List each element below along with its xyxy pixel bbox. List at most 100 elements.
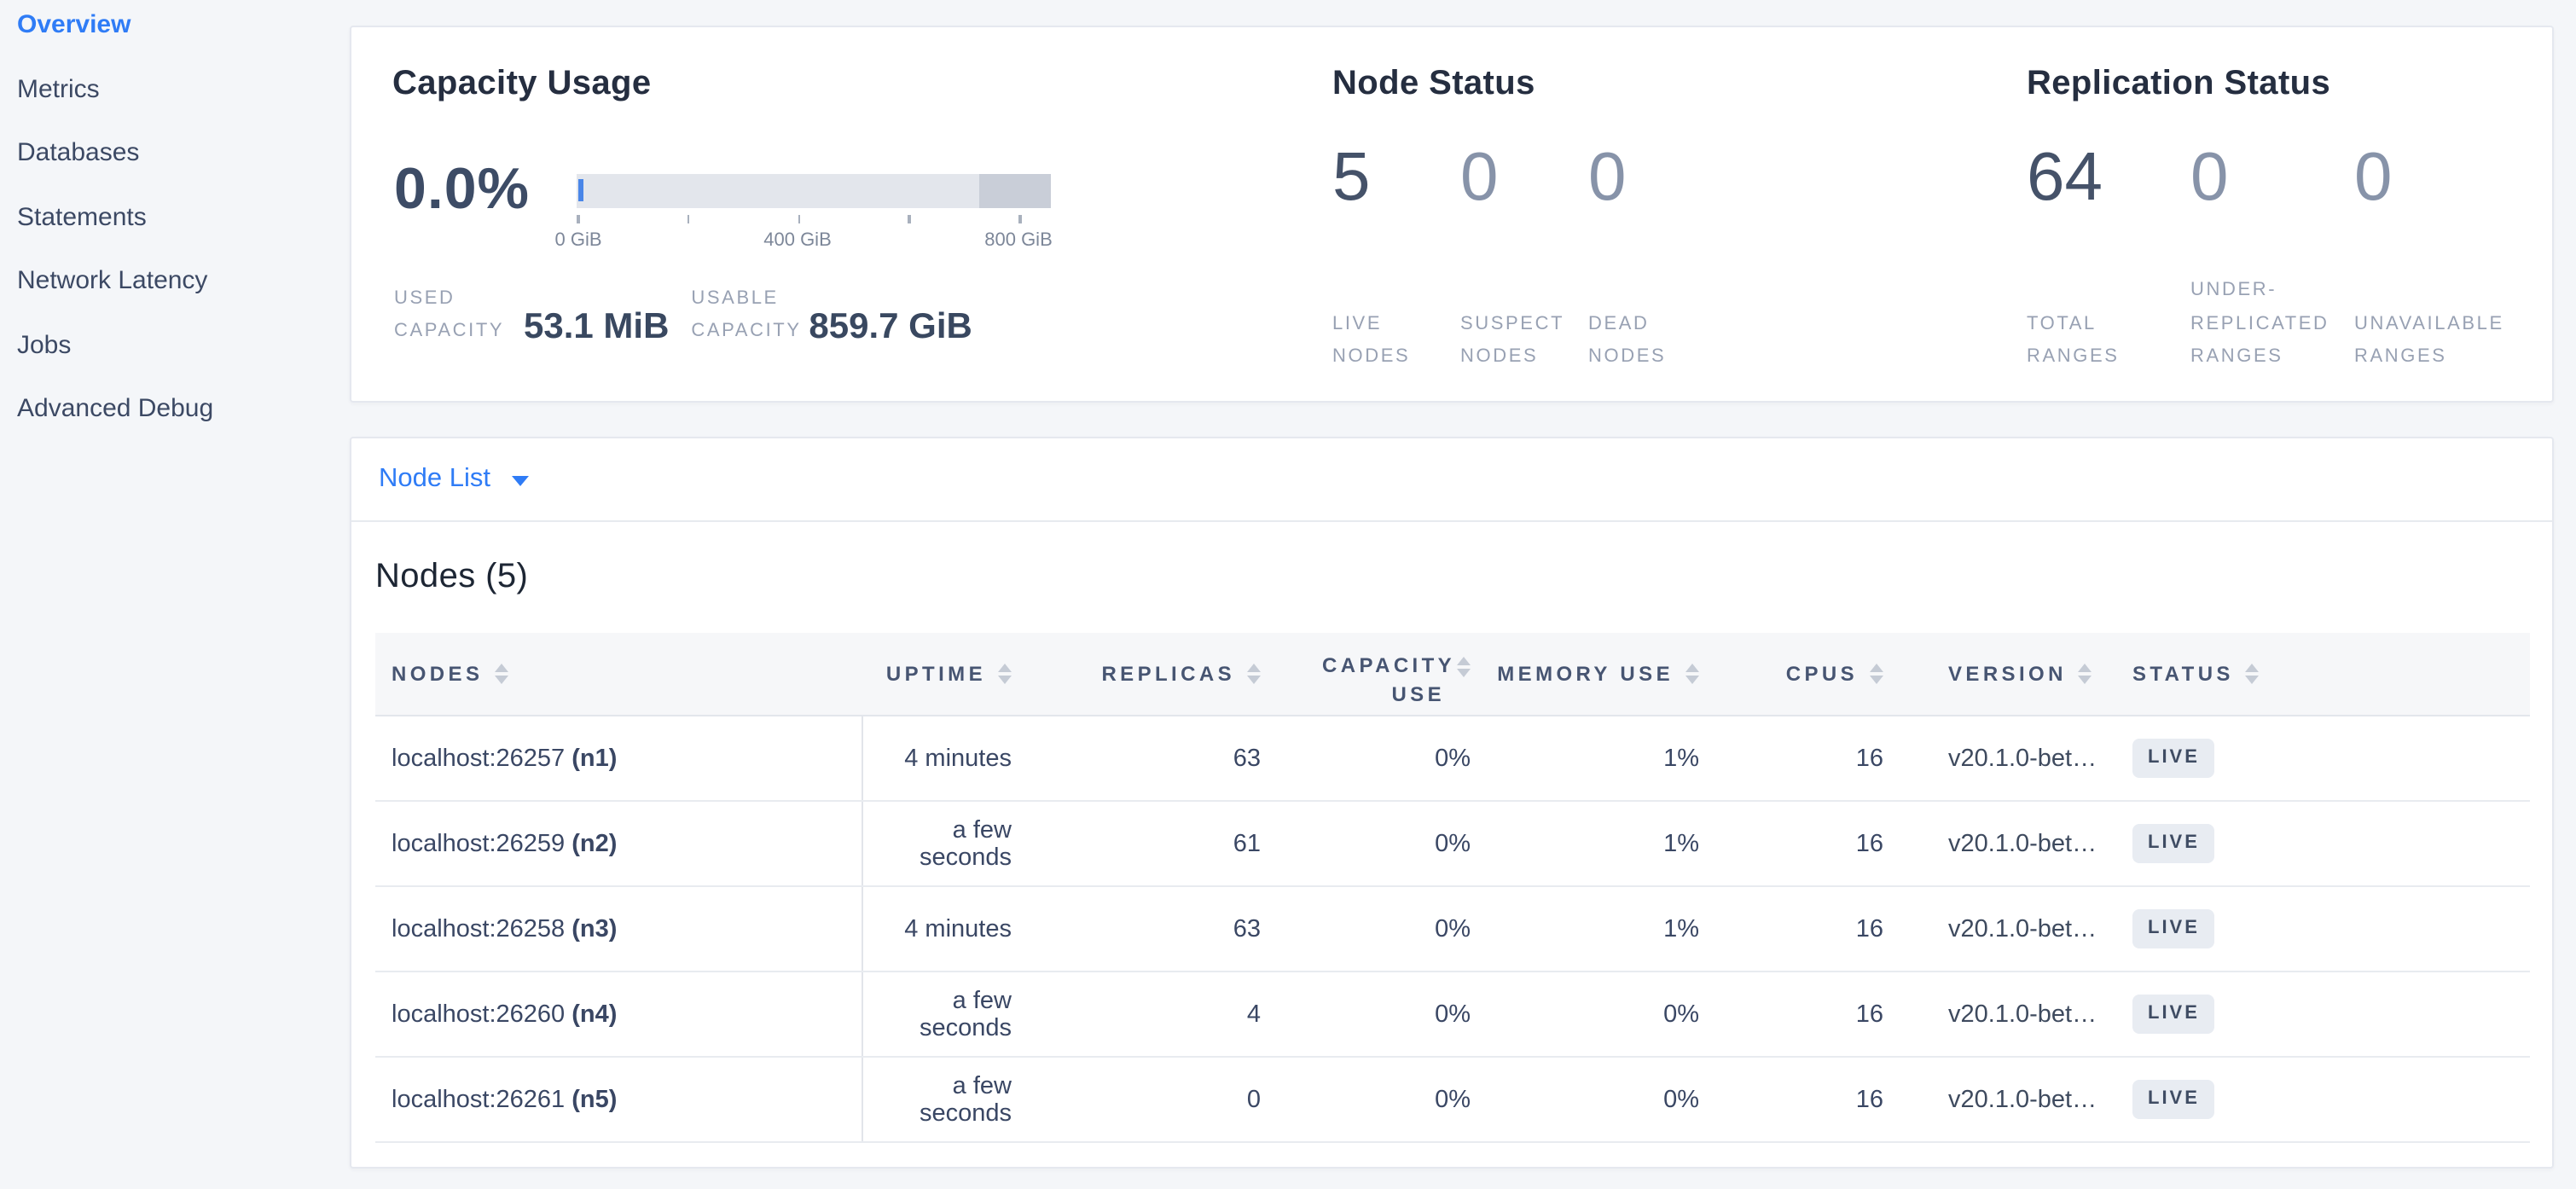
column-header-memory-use[interactable]: MEMORY USE bbox=[1494, 633, 1723, 716]
uptime-cell: 4 minutes bbox=[862, 886, 1036, 972]
sort-icon bbox=[2245, 663, 2260, 684]
node-address-link[interactable]: localhost:26260 bbox=[392, 1000, 566, 1028]
sort-icon bbox=[1247, 663, 1261, 684]
capacity-use-cell: 0% bbox=[1285, 886, 1494, 972]
node-address-link[interactable]: localhost:26259 bbox=[392, 830, 566, 857]
table-row[interactable]: localhost:26258 (n3) 4 minutes 63 0% 1% … bbox=[375, 886, 2530, 972]
axis-tick bbox=[687, 214, 690, 223]
column-header-version[interactable]: VERSION bbox=[1907, 633, 2121, 716]
column-label: STATUS bbox=[2132, 661, 2234, 686]
used-capacity-label: USED CAPACITY bbox=[394, 288, 505, 342]
capacity-percent: 0.0% bbox=[394, 157, 530, 222]
table-row[interactable]: localhost:26259 (n2) a few seconds 61 0%… bbox=[375, 801, 2530, 887]
uptime-cell: a few seconds bbox=[862, 1057, 1036, 1143]
node-id: (n5) bbox=[571, 1086, 618, 1113]
node-list-dropdown-label[interactable]: Node List bbox=[379, 464, 490, 493]
capacity-bar-tail bbox=[979, 174, 1051, 207]
axis-label-0: 0 GiB bbox=[554, 229, 602, 250]
memory-use-cell: 1% bbox=[1494, 886, 1723, 972]
column-label: CAPACITY USE bbox=[1322, 652, 1456, 705]
node-status-title: Node Status bbox=[1332, 65, 1535, 102]
status-badge: LIVE bbox=[2132, 1080, 2215, 1119]
sidebar-item-metrics[interactable]: Metrics bbox=[17, 74, 100, 103]
node-address-link[interactable]: localhost:26261 bbox=[392, 1086, 566, 1113]
live-nodes-label: LIVE NODES bbox=[1332, 313, 1411, 367]
nodes-count-heading: Nodes (5) bbox=[375, 558, 529, 595]
sidebar-item-databases[interactable]: Databases bbox=[17, 138, 140, 167]
unavailable-ranges-value: 0 bbox=[2354, 140, 2393, 215]
status-badge: LIVE bbox=[2132, 995, 2215, 1034]
uptime-cell: 4 minutes bbox=[862, 716, 1036, 802]
capacity-usage-title: Capacity Usage bbox=[392, 65, 652, 102]
replicas-cell: 63 bbox=[1036, 716, 1285, 802]
capacity-stats: USED CAPACITY 53.1 MiB USABLE CAPACITY 8… bbox=[394, 283, 972, 349]
under-replicated-stat: 0 UNDER-REPLICATED RANGES bbox=[2190, 135, 2354, 374]
capacity-use-cell: 0% bbox=[1285, 716, 1494, 802]
sidebar-item-jobs[interactable]: Jobs bbox=[17, 330, 72, 359]
nodes-table: NODES UPTIME REPLICAS CAPACITY USE MEMOR bbox=[375, 633, 2530, 1143]
sort-icon bbox=[1870, 663, 1883, 684]
axis-tick bbox=[577, 214, 579, 223]
total-ranges-stat: 64 TOTAL RANGES bbox=[2027, 135, 2190, 374]
node-address-link[interactable]: localhost:26258 bbox=[392, 915, 566, 942]
axis-label-400: 400 GiB bbox=[763, 229, 832, 250]
cpus-cell: 16 bbox=[1723, 1057, 1907, 1143]
sidebar-item-network-latency[interactable]: Network Latency bbox=[17, 266, 208, 295]
replicas-cell: 4 bbox=[1036, 972, 1285, 1058]
used-capacity-value: 53.1 MiB bbox=[524, 306, 670, 345]
column-header-replicas[interactable]: REPLICAS bbox=[1036, 633, 1285, 716]
sidebar-item-overview[interactable]: Overview bbox=[17, 10, 131, 39]
suspect-nodes-stat: 0 SUSPECT NODES bbox=[1460, 135, 1588, 374]
under-replicated-label: UNDER-REPLICATED RANGES bbox=[2190, 280, 2329, 367]
column-label: MEMORY USE bbox=[1497, 661, 1674, 686]
usable-capacity-value: 859.7 GiB bbox=[809, 306, 972, 345]
column-header-capacity-use[interactable]: CAPACITY USE bbox=[1285, 633, 1494, 716]
capacity-axis: 0 GiB 400 GiB 800 GiB bbox=[554, 214, 1053, 282]
version-cell: v20.1.0-bet… bbox=[1907, 886, 2121, 972]
table-header-row: NODES UPTIME REPLICAS CAPACITY USE MEMOR bbox=[375, 633, 2530, 716]
axis-label-800: 800 GiB bbox=[984, 229, 1053, 250]
memory-use-cell: 1% bbox=[1494, 716, 1723, 802]
column-header-uptime[interactable]: UPTIME bbox=[862, 633, 1036, 716]
table-row[interactable]: localhost:26261 (n5) a few seconds 0 0% … bbox=[375, 1057, 2530, 1143]
unavailable-ranges-stat: 0 UNAVAILABLE RANGES bbox=[2354, 135, 2518, 374]
column-label: VERSION bbox=[1948, 661, 2067, 686]
node-list-panel: Node List Nodes (5) NODES UPTIME bbox=[350, 437, 2554, 1169]
under-replicated-value: 0 bbox=[2190, 140, 2229, 215]
capacity-use-cell: 0% bbox=[1285, 972, 1494, 1058]
sort-icon bbox=[2078, 663, 2092, 684]
sidebar-item-statements[interactable]: Statements bbox=[17, 202, 147, 231]
column-label: REPLICAS bbox=[1101, 661, 1235, 686]
sidebar-nav: Overview Metrics Databases Statements Ne… bbox=[0, 0, 350, 441]
uptime-cell: a few seconds bbox=[862, 972, 1036, 1058]
capacity-used-marker bbox=[578, 179, 583, 201]
replication-status-title: Replication Status bbox=[2027, 65, 2331, 102]
live-nodes-value: 5 bbox=[1332, 140, 1371, 215]
cpus-cell: 16 bbox=[1723, 886, 1907, 972]
column-header-status[interactable]: STATUS bbox=[2121, 633, 2530, 716]
status-badge: LIVE bbox=[2132, 739, 2215, 778]
column-header-nodes[interactable]: NODES bbox=[375, 633, 862, 716]
version-cell: v20.1.0-bet… bbox=[1907, 801, 2121, 887]
table-row[interactable]: localhost:26257 (n1) 4 minutes 63 0% 1% … bbox=[375, 716, 2530, 802]
node-address-link[interactable]: localhost:26257 bbox=[392, 745, 566, 772]
column-header-cpus[interactable]: CPUS bbox=[1723, 633, 1907, 716]
uptime-cell: a few seconds bbox=[862, 801, 1036, 887]
table-row[interactable]: localhost:26260 (n4) a few seconds 4 0% … bbox=[375, 972, 2530, 1058]
capacity-use-cell: 0% bbox=[1285, 1057, 1494, 1143]
axis-tick bbox=[908, 214, 911, 223]
cpus-cell: 16 bbox=[1723, 972, 1907, 1058]
node-status-stats: 5 LIVE NODES 0 SUSPECT NODES 0 DEAD NODE… bbox=[1332, 135, 1716, 374]
sidebar-item-advanced-debug[interactable]: Advanced Debug bbox=[17, 394, 214, 423]
version-cell: v20.1.0-bet… bbox=[1907, 972, 2121, 1058]
sort-icon bbox=[495, 663, 509, 684]
axis-tick bbox=[798, 214, 800, 223]
node-id: (n4) bbox=[571, 1000, 618, 1028]
version-cell: v20.1.0-bet… bbox=[1907, 1057, 2121, 1143]
sidebar: Overview Metrics Databases Statements Ne… bbox=[0, 0, 350, 1189]
node-list-dropdown[interactable]: Node List bbox=[351, 438, 2552, 522]
node-id: (n2) bbox=[571, 830, 618, 857]
capacity-use-cell: 0% bbox=[1285, 801, 1494, 887]
axis-tick bbox=[1018, 214, 1021, 223]
column-label: UPTIME bbox=[885, 661, 986, 686]
